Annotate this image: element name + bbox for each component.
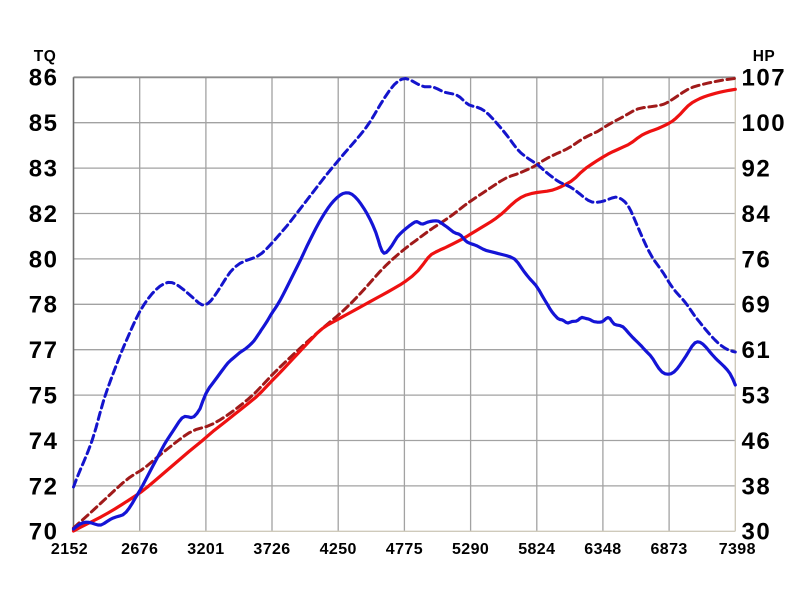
- svg-text:100: 100: [742, 110, 787, 137]
- svg-text:78: 78: [29, 292, 59, 319]
- svg-text:72: 72: [29, 473, 59, 500]
- svg-text:82: 82: [29, 201, 59, 228]
- svg-text:6873: 6873: [650, 541, 687, 558]
- svg-text:84: 84: [742, 201, 772, 228]
- svg-text:75: 75: [29, 383, 59, 410]
- svg-text:69: 69: [742, 292, 772, 319]
- svg-text:4250: 4250: [320, 541, 357, 558]
- svg-text:61: 61: [742, 337, 772, 364]
- svg-text:53: 53: [742, 383, 772, 410]
- svg-text:38: 38: [742, 473, 772, 500]
- svg-text:3201: 3201: [187, 541, 224, 558]
- svg-text:46: 46: [742, 428, 772, 455]
- svg-text:74: 74: [29, 428, 59, 455]
- svg-text:83: 83: [29, 156, 59, 183]
- svg-text:6348: 6348: [584, 541, 621, 558]
- svg-text:107: 107: [742, 65, 787, 92]
- svg-text:2676: 2676: [121, 541, 158, 558]
- svg-text:86: 86: [29, 65, 59, 92]
- svg-text:30: 30: [742, 519, 772, 546]
- svg-text:80: 80: [29, 246, 59, 273]
- svg-text:5290: 5290: [452, 541, 489, 558]
- svg-text:HP: HP: [753, 48, 776, 65]
- svg-text:3726: 3726: [253, 541, 290, 558]
- svg-text:70: 70: [29, 519, 59, 546]
- svg-text:76: 76: [742, 246, 772, 273]
- svg-text:7398: 7398: [719, 541, 756, 558]
- svg-text:77: 77: [29, 337, 59, 364]
- svg-text:4775: 4775: [386, 541, 423, 558]
- svg-text:5824: 5824: [518, 541, 555, 558]
- svg-text:85: 85: [29, 110, 59, 137]
- svg-text:2152: 2152: [51, 541, 88, 558]
- svg-text:92: 92: [742, 156, 772, 183]
- svg-text:TQ: TQ: [34, 48, 57, 65]
